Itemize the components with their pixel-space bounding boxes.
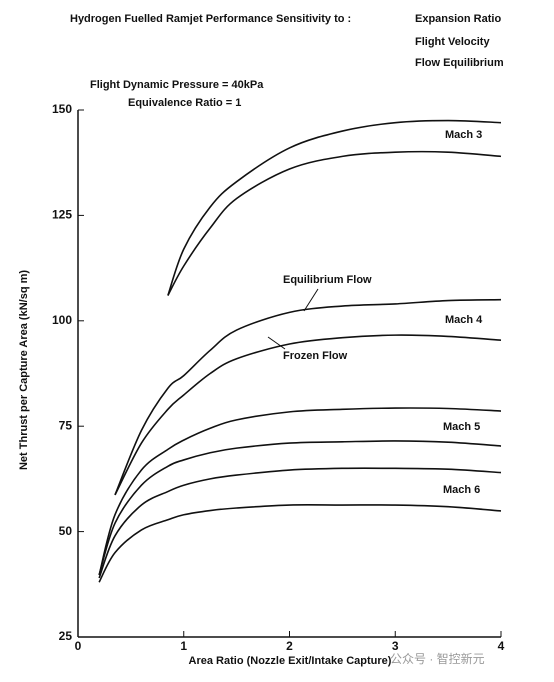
line [98, 407, 502, 576]
x-tick-label: 1 [180, 639, 187, 653]
annotation: Mach 6 [443, 484, 480, 496]
chart-title: Hydrogen Fuelled Ramjet Performance Sens… [70, 13, 351, 25]
subtitle: Flow Equilibrium [415, 57, 504, 69]
x-tick-label: 3 [392, 639, 399, 653]
pointer [303, 288, 319, 312]
y-tick-label: 25 [59, 629, 73, 643]
condition: Equivalence Ratio = 1 [128, 97, 241, 109]
watermark: 公众号 · 智控新元 [390, 651, 485, 666]
y-tick-label: 50 [59, 524, 73, 538]
line [114, 334, 502, 496]
line [98, 467, 502, 579]
y-tick-label: 125 [52, 208, 72, 222]
y-tick-label: 75 [59, 418, 73, 432]
y-tick-label: 100 [52, 313, 72, 327]
y-axis-label: Net Thrust per Capture Area (kN/sq m) [18, 270, 30, 470]
line [167, 119, 502, 296]
annotation: Mach 3 [445, 129, 482, 141]
subtitle: Expansion Ratio [415, 13, 501, 25]
x-tick-label: 2 [286, 639, 293, 653]
x-axis-label: Area Ratio (Nozzle Exit/Intake Capture) [189, 655, 392, 667]
condition: Flight Dynamic Pressure = 40kPa [90, 79, 264, 91]
annotation: Mach 5 [443, 421, 480, 433]
subtitle: Flight Velocity [415, 36, 490, 48]
annotation: Mach 4 [445, 314, 483, 326]
annotation: Frozen Flow [283, 350, 348, 362]
line [167, 150, 502, 296]
x-tick-label: 0 [75, 639, 82, 653]
y-tick-label: 150 [52, 102, 72, 116]
line [114, 298, 502, 496]
x-tick-label: 4 [498, 639, 505, 653]
line [98, 440, 502, 576]
line [98, 504, 502, 583]
annotation: Equilibrium Flow [283, 274, 372, 286]
pointer [267, 336, 286, 350]
